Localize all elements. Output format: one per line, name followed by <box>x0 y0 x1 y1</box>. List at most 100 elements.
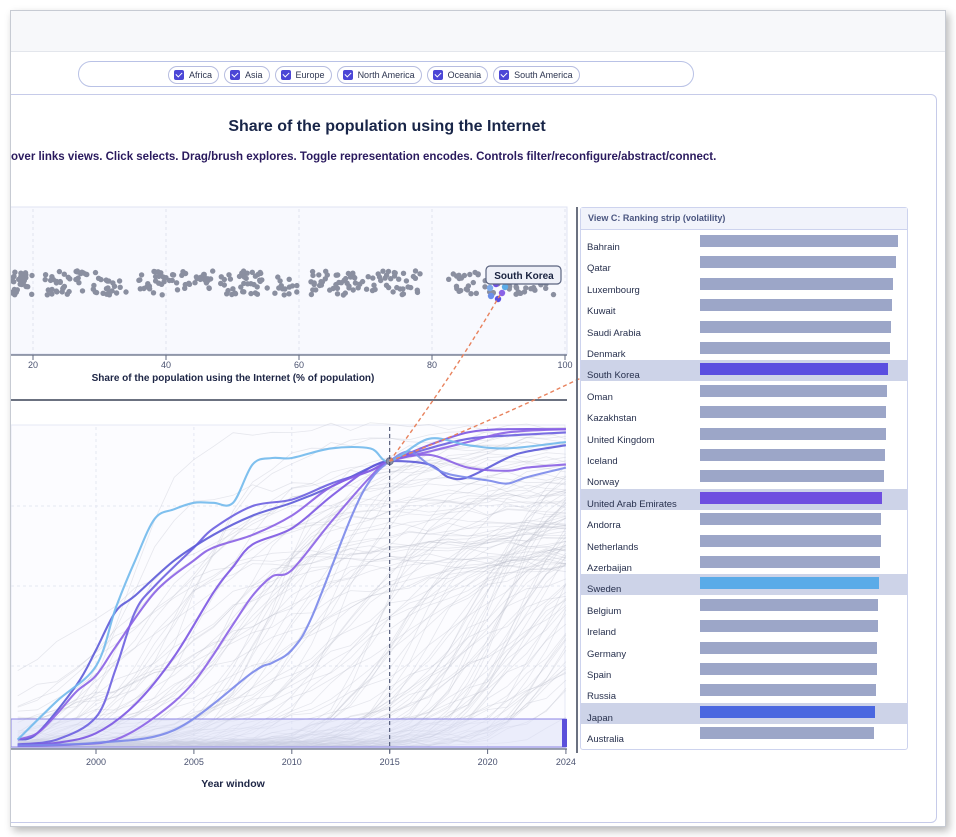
filter-chip-label: Asia <box>245 70 263 80</box>
highlighted-series-line-5[interactable] <box>17 450 567 747</box>
rank-row[interactable]: Russia <box>581 681 907 702</box>
rank-row[interactable]: Oman <box>581 382 907 403</box>
rank-row[interactable]: South Korea <box>581 360 907 382</box>
beeswarm-dot <box>192 280 198 286</box>
beeswarm-dot <box>363 286 370 292</box>
rank-row[interactable]: Spain <box>581 660 907 681</box>
beeswarm-dot <box>344 280 350 286</box>
filter-chip-europe[interactable]: Europe <box>274 66 332 84</box>
beeswarm-dot <box>226 272 232 278</box>
beeswarm-dot <box>396 276 402 282</box>
filter-chip-south-america[interactable]: South America <box>493 66 580 84</box>
checkbox-icon[interactable] <box>280 70 291 80</box>
rank-row[interactable]: Norway <box>581 467 907 488</box>
rank-row[interactable]: Bahrain <box>581 232 907 253</box>
beeswarm-dot <box>75 275 81 281</box>
rank-country-label: United Kingdom <box>587 434 655 446</box>
rank-row[interactable]: United Arab Emirates <box>581 488 907 510</box>
rank-row[interactable]: Kuwait <box>581 296 907 317</box>
beeswarm-dot <box>241 289 247 295</box>
beeswarm-dot <box>42 276 48 283</box>
beeswarm-dot <box>13 289 19 295</box>
rank-row[interactable]: Germany <box>581 639 907 660</box>
beeswarm-dot <box>316 282 323 289</box>
filter-chip-label: Oceania <box>447 70 482 80</box>
beeswarm-dot <box>405 284 411 290</box>
checkbox-icon[interactable] <box>174 70 184 80</box>
rank-row[interactable]: Kazakhstan <box>581 403 907 424</box>
beeswarm-dot <box>163 275 169 281</box>
beeswarm-x-axis-label: Share of the population using the Intern… <box>92 373 375 384</box>
resize-divider[interactable] <box>576 207 578 753</box>
rank-bar <box>700 384 888 397</box>
beeswarm-dot <box>311 281 317 288</box>
background-series-line <box>17 509 566 708</box>
rank-row[interactable]: Azerbaijan <box>581 553 907 574</box>
rank-row[interactable]: Luxembourg <box>581 275 907 296</box>
beeswarm-dot <box>44 292 50 298</box>
brush-handle[interactable] <box>562 719 567 747</box>
beeswarm-dot <box>281 292 287 298</box>
checkbox-icon[interactable] <box>432 70 443 80</box>
filter-chip-asia[interactable]: Asia <box>224 66 270 84</box>
rank-row[interactable]: Saudi Arabia <box>581 318 907 339</box>
rank-row[interactable]: Netherlands <box>581 532 907 553</box>
filter-chip-oceania[interactable]: Oceania <box>426 66 489 84</box>
checkbox-icon[interactable] <box>230 70 241 80</box>
rank-row[interactable]: United Kingdom <box>581 425 907 446</box>
checkbox-icon[interactable] <box>499 70 510 80</box>
rank-row[interactable]: Denmark <box>581 339 907 360</box>
rank-row[interactable]: Andorra <box>581 510 907 531</box>
rank-bar <box>700 513 882 526</box>
beeswarm-dot <box>473 290 479 296</box>
beeswarm-dot <box>91 282 97 289</box>
background-series-line <box>17 531 566 721</box>
rank-row[interactable]: Belgium <box>581 596 907 617</box>
beeswarm-dot <box>335 272 341 278</box>
rank-row[interactable]: Iceland <box>581 446 907 467</box>
link-to-beeswarm <box>389 294 501 462</box>
rank-country-label: Australia <box>587 734 624 746</box>
beeswarm-dot <box>355 285 361 291</box>
beeswarm-dot <box>308 291 315 298</box>
chart-canvas[interactable]: 20 40 60 80 100 Share of the population usin… <box>11 11 945 826</box>
rank-country-label: South Korea <box>587 370 640 382</box>
beeswarm-dot <box>334 291 341 297</box>
highlighted-series-line-0[interactable] <box>17 431 566 746</box>
beeswarm-dot <box>313 287 319 293</box>
highlighted-series-line-1[interactable] <box>17 427 566 747</box>
app-window: Africa Asia Europe North America Oceania Sout… <box>10 10 946 827</box>
rank-row[interactable]: Australia <box>581 724 907 745</box>
rank-country-label: Russia <box>587 691 617 703</box>
beeswarm-dot <box>236 273 243 280</box>
filter-chip-label: Europe <box>295 70 325 80</box>
beeswarm-dot <box>255 271 261 278</box>
beeswarm-dot <box>286 291 292 297</box>
rank-row[interactable]: Sweden <box>581 574 907 596</box>
beeswarm-dot <box>264 285 270 291</box>
rank-bar <box>700 277 894 290</box>
beeswarm-dot <box>23 283 29 290</box>
beeswarm-dot <box>463 286 469 292</box>
rank-row[interactable]: Japan <box>581 702 907 724</box>
highlighted-series-line-2[interactable] <box>17 428 566 747</box>
beeswarm-grid <box>32 209 566 354</box>
beeswarm-dot <box>513 285 520 291</box>
beeswarm-dot <box>180 269 186 275</box>
filter-chip-north-america[interactable]: North America <box>336 66 422 84</box>
rank-country-label: Belgium <box>587 605 622 617</box>
checkbox-icon[interactable] <box>342 70 353 80</box>
rank-country-label: Germany <box>587 648 627 660</box>
rank-row[interactable]: Qatar <box>581 253 907 274</box>
rank-bar <box>700 406 887 419</box>
beeswarm-tick-label: 40 <box>161 360 171 370</box>
highlighted-series-line-4[interactable] <box>17 453 566 741</box>
rank-row[interactable]: Ireland <box>581 617 907 638</box>
beeswarm-dot <box>106 292 113 298</box>
highlighted-series-line-6[interactable] <box>16 437 567 741</box>
rank-bar <box>700 256 897 269</box>
cross-view-links <box>389 294 584 462</box>
filter-chip-africa[interactable]: Africa <box>168 66 220 84</box>
rank-bar <box>700 470 885 483</box>
background-series-line <box>17 517 567 719</box>
